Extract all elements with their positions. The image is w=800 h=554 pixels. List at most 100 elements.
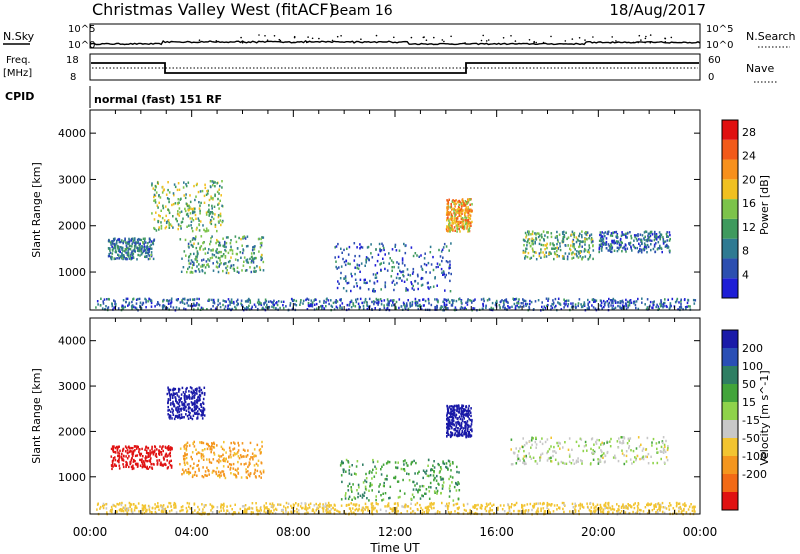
power-mark <box>330 304 333 307</box>
power-mark <box>657 305 660 308</box>
power-mark <box>460 305 463 309</box>
colorbar-segment <box>722 238 738 259</box>
velocity-mark <box>404 504 406 508</box>
velocity-mark <box>463 421 466 424</box>
velocity-mark <box>250 456 252 459</box>
velocity-mark <box>464 420 467 424</box>
velocity-mark <box>291 506 293 509</box>
power-mark <box>611 234 614 237</box>
velocity-mark <box>450 431 452 434</box>
velocity-mark <box>198 467 200 470</box>
velocity-mark <box>375 467 378 470</box>
velocity-mark <box>537 507 539 510</box>
power-mark <box>641 301 643 304</box>
power-mark <box>212 305 214 308</box>
velocity-mark <box>141 504 144 507</box>
velocity-mark <box>420 506 422 510</box>
velocity-mark <box>259 448 262 451</box>
velocity-mark <box>211 511 214 514</box>
velocity-mark <box>195 391 197 395</box>
velocity-mark <box>468 404 470 408</box>
power-mark <box>282 300 285 303</box>
velocity-mark <box>426 511 428 514</box>
velocity-mark <box>167 388 170 391</box>
power-mark <box>205 193 208 196</box>
velocity-mark <box>301 507 303 510</box>
power-mark <box>141 303 144 306</box>
power-mark <box>641 242 643 245</box>
power-mark <box>128 257 131 260</box>
power-mark <box>584 240 586 243</box>
velocity-mark <box>411 510 414 513</box>
power-mark <box>231 249 234 252</box>
velocity-mark <box>385 509 387 513</box>
power-mark <box>246 235 249 238</box>
power-mark <box>207 251 209 254</box>
power-mark <box>579 255 582 258</box>
power-mark <box>213 205 216 208</box>
velocity-mark <box>118 458 120 461</box>
velocity-mark <box>556 508 558 511</box>
velocity-mark <box>195 406 197 409</box>
power-mark <box>466 225 468 228</box>
power-mark <box>241 244 243 247</box>
power-mark <box>556 250 558 253</box>
power-mark <box>179 224 182 228</box>
velocity-mark <box>139 448 141 451</box>
velocity-mark <box>118 452 121 455</box>
power-mark <box>522 251 525 254</box>
power-mark <box>177 198 180 201</box>
velocity-mark <box>468 413 470 416</box>
power-mark <box>411 300 414 304</box>
velocity-mark <box>224 460 227 463</box>
velocity-mark <box>460 423 463 426</box>
velocity-mark <box>114 456 116 459</box>
power-mark <box>216 229 218 233</box>
power-mark <box>451 220 454 223</box>
power-mark <box>452 228 454 231</box>
velocity-mark <box>129 462 131 466</box>
power-mark <box>233 267 235 271</box>
power-mark <box>154 198 157 202</box>
power-mark <box>375 297 378 301</box>
power-mark <box>611 307 614 310</box>
velocity-mark <box>232 473 235 476</box>
velocity-mark <box>171 407 173 411</box>
velocity-mark <box>238 457 241 460</box>
velocity-mark <box>116 502 118 506</box>
power-mark <box>458 212 460 215</box>
power-mark <box>687 299 690 302</box>
power-mark <box>246 261 248 264</box>
power-mark <box>464 211 467 215</box>
velocity-mark <box>203 392 206 395</box>
power-mark <box>307 301 310 305</box>
velocity-mark <box>172 400 174 404</box>
power-mark <box>266 306 269 309</box>
power-mark <box>108 247 110 250</box>
power-mark <box>368 258 370 262</box>
power-mark <box>403 280 406 283</box>
velocity-mark <box>599 508 602 512</box>
power-mark <box>198 223 201 227</box>
velocity-mark <box>423 510 425 514</box>
velocity-mark <box>112 447 115 450</box>
power-mark <box>364 299 367 302</box>
velocity-mark <box>348 495 351 498</box>
power-mark <box>138 248 140 251</box>
velocity-mark <box>169 410 172 413</box>
velocity-mark <box>395 506 398 510</box>
power-mark <box>633 300 635 304</box>
power-mark <box>115 302 117 306</box>
power-mark <box>669 249 671 253</box>
velocity-mark <box>229 453 232 456</box>
velocity-mark <box>193 440 195 444</box>
velocity-mark <box>172 403 174 406</box>
power-mark <box>384 253 386 256</box>
velocity-mark <box>114 505 117 508</box>
power-mark <box>628 299 631 303</box>
velocity-mark <box>503 504 505 507</box>
velocity-mark <box>427 474 430 478</box>
power-mark <box>205 260 208 263</box>
power-mark <box>201 269 203 272</box>
velocity-mark <box>441 487 444 490</box>
